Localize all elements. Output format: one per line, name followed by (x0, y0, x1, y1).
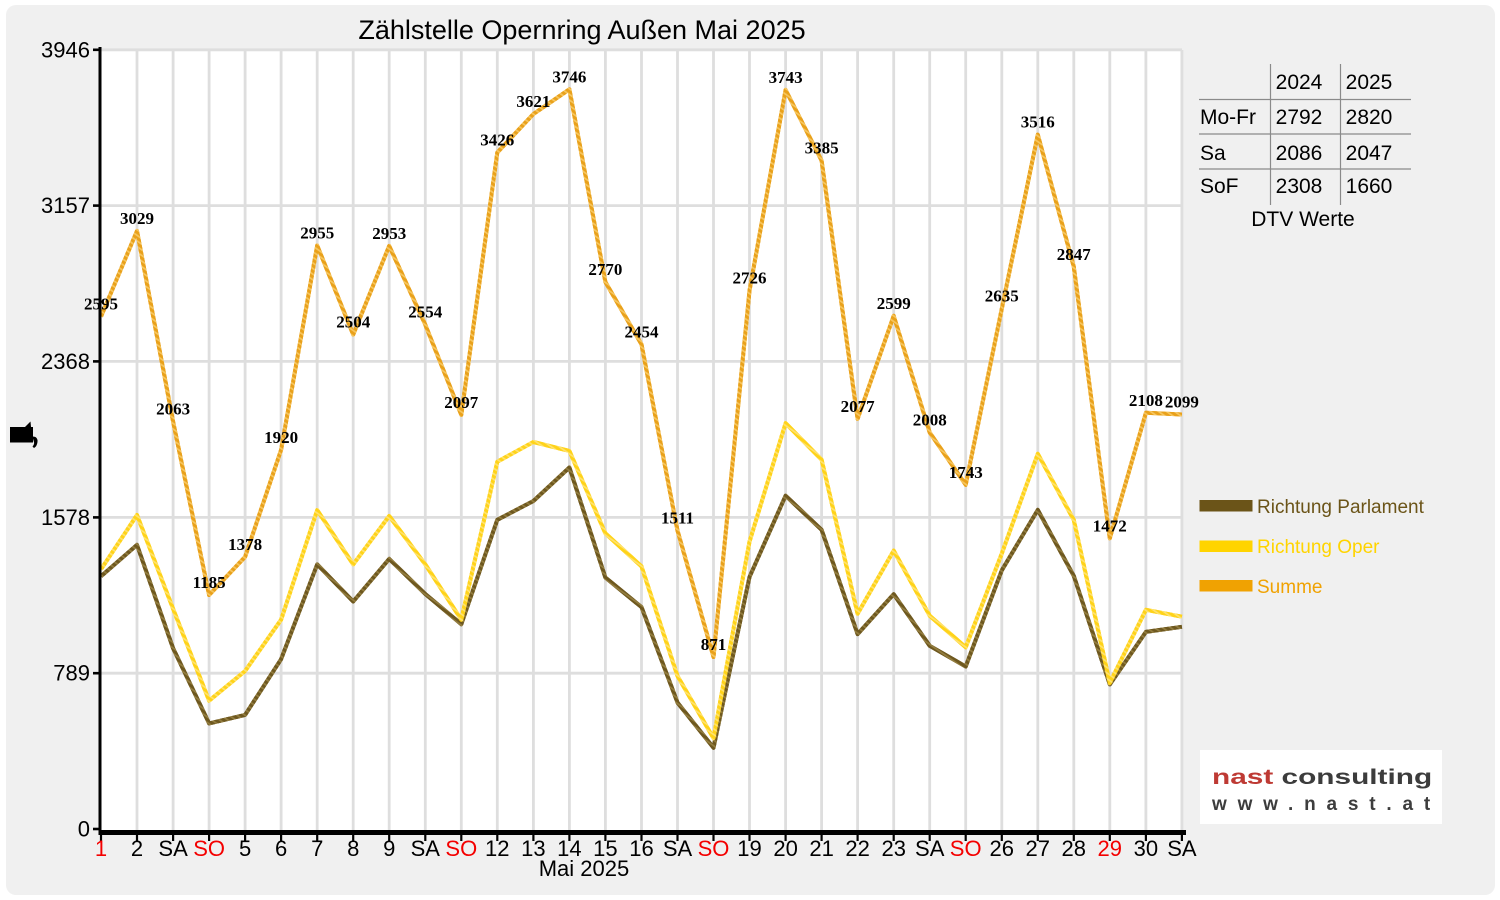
svg-text:15: 15 (593, 836, 617, 861)
svg-text:SA: SA (1167, 836, 1197, 861)
svg-text:Zählstelle Opernring Außen Mai: Zählstelle Opernring Außen Mai 2025 (358, 15, 805, 45)
svg-text:SA: SA (663, 836, 693, 861)
svg-text:SA: SA (915, 836, 945, 861)
svg-text:SA: SA (158, 836, 188, 861)
svg-text:29: 29 (1098, 836, 1122, 861)
svg-text:2308: 2308 (1276, 175, 1323, 198)
svg-text:2599: 2599 (877, 294, 911, 313)
svg-text:2008: 2008 (913, 411, 947, 430)
svg-text:2726: 2726 (733, 269, 767, 288)
svg-text:3426: 3426 (480, 131, 514, 150)
svg-text:2024: 2024 (1276, 71, 1323, 94)
svg-text:1511: 1511 (661, 509, 694, 528)
svg-text:23: 23 (881, 836, 905, 861)
svg-text:2554: 2554 (408, 303, 443, 322)
svg-text:Mai 2025: Mai 2025 (539, 856, 630, 881)
svg-text:Richtung Oper: Richtung Oper (1257, 537, 1380, 558)
svg-text:2099: 2099 (1165, 393, 1199, 412)
svg-text:Richtung Parlament: Richtung Parlament (1257, 497, 1425, 518)
svg-text:2504: 2504 (336, 313, 371, 332)
svg-text:2047: 2047 (1346, 142, 1393, 165)
svg-text:26: 26 (990, 836, 1014, 861)
svg-text:Sa: Sa (1200, 142, 1226, 165)
svg-text:DTV Werte: DTV Werte (1251, 208, 1354, 231)
svg-text:2953: 2953 (372, 224, 406, 243)
svg-text:SO: SO (698, 836, 730, 861)
svg-text:21: 21 (809, 836, 833, 861)
svg-text:2108: 2108 (1129, 391, 1163, 410)
svg-text:30: 30 (1134, 836, 1158, 861)
svg-text:SO: SO (193, 836, 225, 861)
svg-text:2955: 2955 (300, 224, 334, 243)
svg-text:SA: SA (411, 836, 441, 861)
svg-text:22: 22 (845, 836, 869, 861)
svg-text:1185: 1185 (193, 573, 226, 592)
svg-text:19: 19 (737, 836, 761, 861)
svg-text:SO: SO (445, 836, 477, 861)
svg-text:2097: 2097 (444, 393, 479, 412)
svg-text:2454: 2454 (625, 322, 660, 341)
svg-text:789: 789 (53, 661, 90, 686)
svg-text:Summe: Summe (1257, 577, 1322, 598)
svg-text:871: 871 (701, 635, 727, 654)
svg-text:12: 12 (485, 836, 509, 861)
svg-text:16: 16 (629, 836, 653, 861)
svg-text:3621: 3621 (516, 92, 550, 111)
svg-text:2595: 2595 (84, 295, 118, 314)
svg-text:3946: 3946 (41, 37, 90, 62)
svg-text:13: 13 (521, 836, 545, 861)
svg-text:2368: 2368 (41, 349, 90, 374)
svg-text:8: 8 (347, 836, 359, 861)
svg-text:3157: 3157 (41, 193, 90, 218)
svg-text:2077: 2077 (841, 397, 876, 416)
svg-text:Mo-Fr: Mo-Fr (1200, 106, 1256, 129)
svg-text:1: 1 (95, 836, 107, 861)
svg-text:27: 27 (1026, 836, 1050, 861)
svg-text:SoF: SoF (1200, 175, 1239, 198)
svg-text:14: 14 (557, 836, 581, 861)
svg-text:1920: 1920 (264, 428, 298, 447)
svg-text:3385: 3385 (805, 139, 839, 158)
svg-text:1472: 1472 (1093, 516, 1127, 535)
svg-text:20: 20 (773, 836, 797, 861)
svg-text:2770: 2770 (588, 260, 622, 279)
svg-text:1660: 1660 (1346, 175, 1393, 198)
svg-text:www.nast.at: www.nast.at (1211, 794, 1441, 815)
svg-text:2635: 2635 (985, 287, 1019, 306)
svg-text:6: 6 (275, 836, 287, 861)
svg-text:SO: SO (950, 836, 982, 861)
svg-text:2025: 2025 (1346, 71, 1393, 94)
svg-text:7: 7 (311, 836, 323, 861)
svg-text:9: 9 (383, 836, 395, 861)
svg-text:2063: 2063 (156, 400, 190, 419)
svg-text:5: 5 (239, 836, 251, 861)
svg-text:28: 28 (1062, 836, 1086, 861)
svg-text:2086: 2086 (1276, 142, 1323, 165)
svg-text:3743: 3743 (769, 68, 803, 87)
svg-text:1578: 1578 (41, 505, 90, 530)
svg-text:2792: 2792 (1276, 106, 1323, 129)
svg-text:1378: 1378 (228, 535, 262, 554)
svg-text:2820: 2820 (1346, 106, 1393, 129)
svg-text:3746: 3746 (552, 67, 586, 86)
svg-text:1743: 1743 (949, 463, 983, 482)
svg-text:3516: 3516 (1021, 113, 1055, 132)
svg-text:2847: 2847 (1057, 245, 1092, 264)
svg-text:0: 0 (78, 817, 90, 842)
svg-text:3029: 3029 (120, 209, 154, 228)
svg-text:2: 2 (131, 836, 143, 861)
svg-text:nast consulting: nast consulting (1212, 766, 1432, 789)
